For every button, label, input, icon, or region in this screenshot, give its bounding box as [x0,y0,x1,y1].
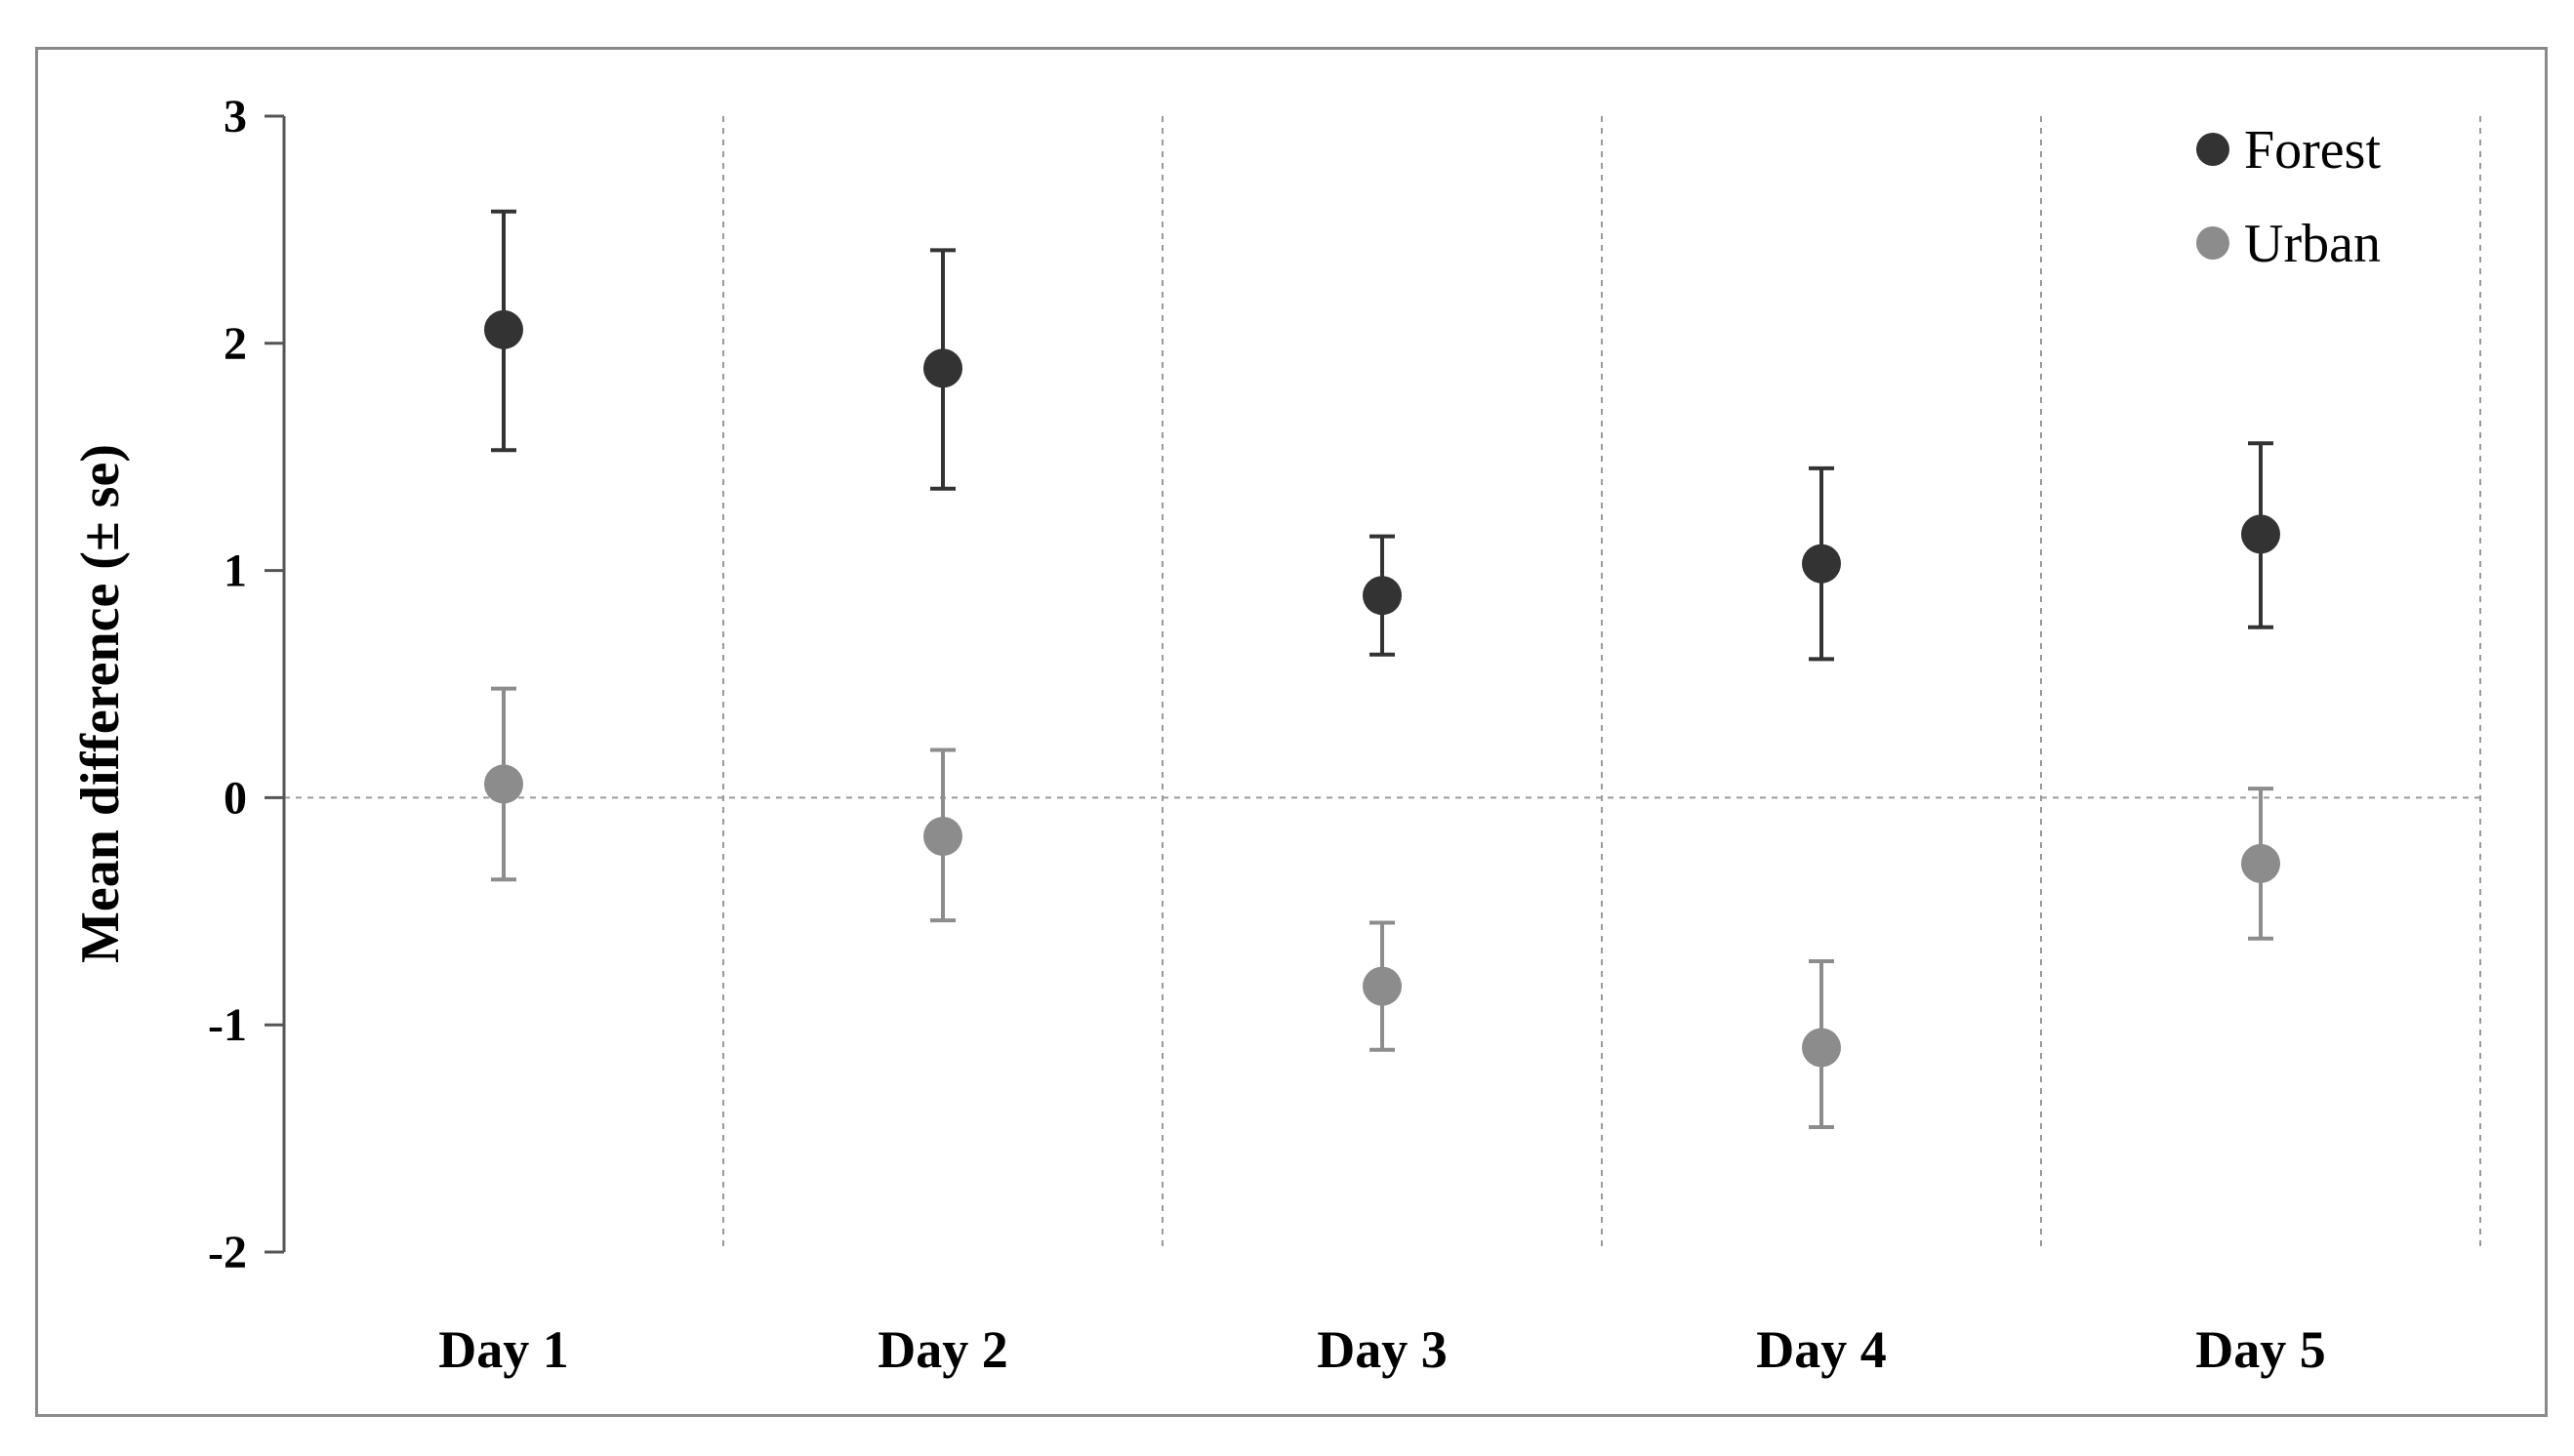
data-points [484,209,2280,1129]
grid-lines [284,116,2481,1252]
y-tick-label: 2 [224,318,247,370]
data-point [1802,1028,1841,1068]
data-point [484,309,523,349]
y-tick-label: -1 [208,999,247,1051]
data-point [2241,514,2280,554]
chart-svg: 3 2 1 0 -1 -2 Day 1 Day 2 Day 3 Day 4 Day 5 Mean … [70,91,2481,1379]
data-point [2241,843,2280,883]
x-tick-label: Day 3 [1317,1320,1448,1379]
x-tick-label: Day 2 [878,1320,1008,1379]
x-tick-label: Day 5 [2195,1320,2326,1379]
legend-label: Urban [2244,214,2381,274]
data-point [923,348,962,388]
x-tick-label: Day 1 [438,1320,569,1379]
data-point [1802,544,1841,584]
x-axis-labels: Day 1 Day 2 Day 3 Day 4 Day 5 [438,1320,2326,1379]
data-point [484,764,523,804]
legend-label: Forest [2244,120,2381,181]
y-tick-label: 3 [224,91,247,142]
data-point [1363,966,1402,1006]
y-tick-label: -2 [208,1227,247,1278]
y-tick-label: 1 [224,546,247,597]
legend-marker [2196,226,2229,260]
data-point [1363,576,1402,616]
chart-frame: 3 2 1 0 -1 -2 Day 1 Day 2 Day 3 Day 4 Day 5 Mean … [35,47,2548,1417]
data-point [923,816,962,856]
y-tick-label: 0 [224,772,247,824]
legend-marker [2196,133,2229,166]
legend: Forest Urban [2196,120,2381,274]
y-axis: 3 2 1 0 -1 -2 [208,91,286,1278]
x-tick-label: Day 4 [1756,1320,1887,1379]
y-axis-title: Mean difference (± se) [70,444,131,963]
